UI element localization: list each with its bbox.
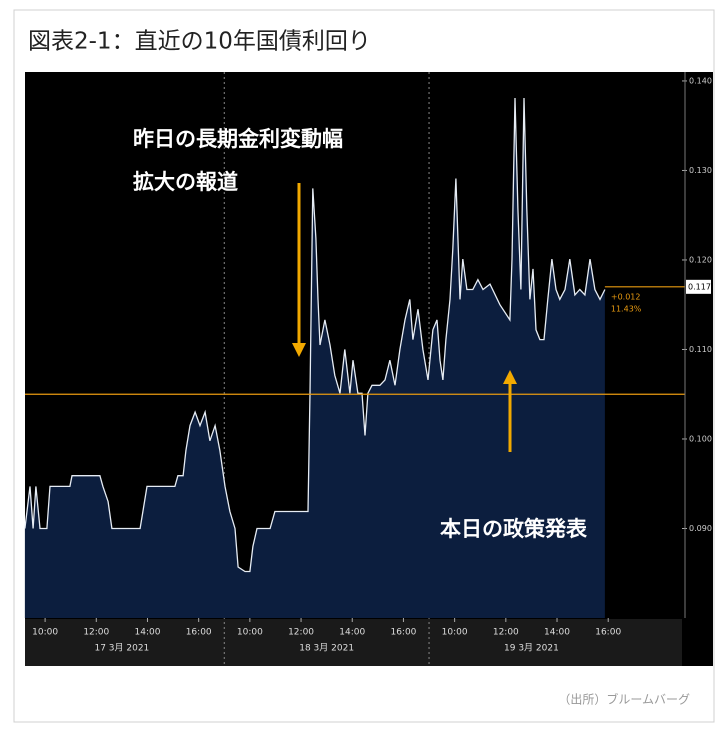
x-tick-label: 10:00 bbox=[442, 628, 468, 638]
last-value-box bbox=[686, 279, 711, 294]
x-axis-band bbox=[25, 619, 682, 666]
x-tick-label: 14:00 bbox=[135, 628, 161, 638]
annotation: 本日の政策発表 bbox=[440, 517, 588, 541]
change-pct-label: 11.43% bbox=[611, 304, 642, 313]
day-label: 19 3月 2021 bbox=[504, 643, 559, 654]
y-tick-label: 0.090 bbox=[689, 524, 712, 533]
x-tick-label: 14:00 bbox=[544, 628, 570, 638]
arrow-head bbox=[292, 343, 306, 357]
change-label: +0.012 bbox=[611, 292, 641, 301]
area bbox=[24, 98, 605, 618]
arrow-head bbox=[503, 370, 517, 384]
x-tick-label: 16:00 bbox=[390, 628, 416, 638]
x-tick-label: 12:00 bbox=[493, 628, 519, 638]
y-tick-label: 0.140 bbox=[689, 76, 712, 85]
x-tick-label: 12:00 bbox=[288, 628, 314, 638]
y-tick-label: 0.120 bbox=[689, 255, 712, 264]
x-tick-label: 12:00 bbox=[83, 628, 109, 638]
y-tick-label: 0.130 bbox=[689, 166, 712, 175]
source: （出所）ブルームバーグ bbox=[558, 692, 690, 707]
x-tick-label: 10:00 bbox=[237, 628, 263, 638]
last-value-label: 0.117 bbox=[688, 282, 711, 291]
annotation: 拡大の報道 bbox=[133, 170, 238, 194]
x-tick-label: 14:00 bbox=[339, 628, 365, 638]
day-label: 17 3月 2021 bbox=[94, 643, 149, 654]
day-label: 18 3月 2021 bbox=[299, 643, 354, 654]
annotation: 昨日の長期金利変動幅 bbox=[133, 127, 343, 151]
x-tick-label: 16:00 bbox=[595, 628, 621, 638]
x-tick-label: 16:00 bbox=[186, 628, 212, 638]
y-tick-label: 0.110 bbox=[689, 345, 712, 354]
y-tick-label: 0.100 bbox=[689, 434, 712, 443]
x-tick-label: 10:00 bbox=[32, 628, 58, 638]
line bbox=[24, 97, 606, 573]
chart-title: 図表2-1：直近の10年国債利回り bbox=[28, 29, 371, 55]
